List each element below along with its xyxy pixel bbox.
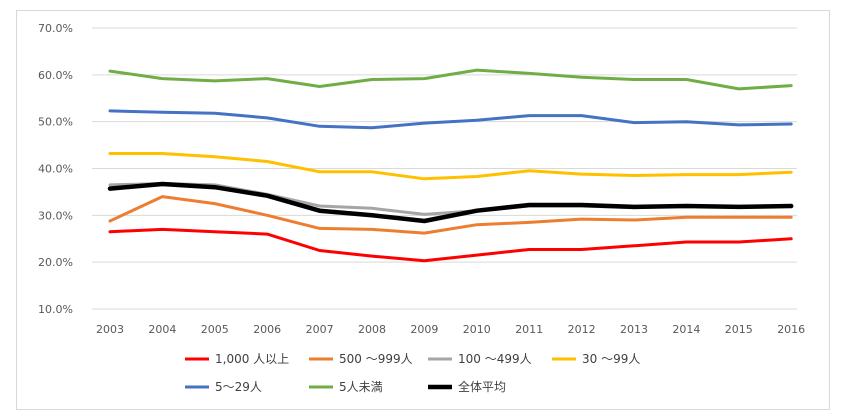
x-tick-label: 2013 [620, 323, 648, 336]
legend-label-3: 30 〜99人 [582, 352, 640, 366]
x-tick-label: 2016 [777, 323, 805, 336]
series-lines [107, 68, 794, 263]
x-tick-label: 2014 [672, 323, 700, 336]
legend-label-6: 全体平均 [458, 379, 506, 394]
x-tick-label: 2004 [148, 323, 176, 336]
x-tick-label: 2010 [463, 323, 491, 336]
x-tick-label: 2005 [201, 323, 229, 336]
series-line-6 [107, 181, 794, 224]
gridlines [92, 27, 797, 310]
x-axis-ticks: 2003 2004 2005 2006 2007 2008 2009 2010 2011 2012… [96, 323, 805, 336]
y-tick-label: 60.0% [38, 69, 73, 82]
y-tick-label: 40.0% [38, 163, 73, 176]
x-tick-label: 2015 [725, 323, 753, 336]
series-line-0 [108, 227, 793, 263]
x-tick-label: 2003 [96, 323, 124, 336]
legend-label-5: 5人未満 [339, 380, 383, 394]
x-tick-label: 2006 [253, 323, 281, 336]
x-tick-label: 2007 [306, 323, 334, 336]
y-tick-label: 30.0% [38, 209, 73, 222]
x-tick-label: 2008 [358, 323, 386, 336]
x-tick-label: 2011 [515, 323, 543, 336]
series-line-4 [108, 109, 793, 130]
y-axis-ticks: 10.0% 20.0% 30.0% 40.0% 50.0% 60.0% 70.0% [38, 22, 73, 316]
legend-label-2: 100 〜499人 [458, 352, 532, 366]
x-tick-label: 2012 [568, 323, 596, 336]
legend-label-4: 5〜29人 [215, 380, 262, 394]
y-tick-label: 10.0% [38, 303, 73, 316]
legend-label-1: 500 〜999人 [339, 352, 413, 366]
y-tick-label: 70.0% [38, 22, 73, 35]
chart-frame: 10.0% 20.0% 30.0% 40.0% 50.0% 60.0% 70.0% 2003… [16, 10, 830, 410]
y-tick-label: 20.0% [38, 256, 73, 269]
x-tick-label: 2009 [410, 323, 438, 336]
y-tick-label: 50.0% [38, 116, 73, 129]
series-line-3 [108, 152, 793, 181]
series-line-1 [108, 195, 793, 235]
line-chart: 10.0% 20.0% 30.0% 40.0% 50.0% 60.0% 70.0% 2003… [38, 22, 805, 394]
series-line-5 [108, 68, 793, 91]
legend: 1,000 人以上 500 〜999人 100 〜499人 30 〜99人 5〜29人 5… [185, 352, 640, 394]
legend-label-0: 1,000 人以上 [215, 352, 289, 366]
